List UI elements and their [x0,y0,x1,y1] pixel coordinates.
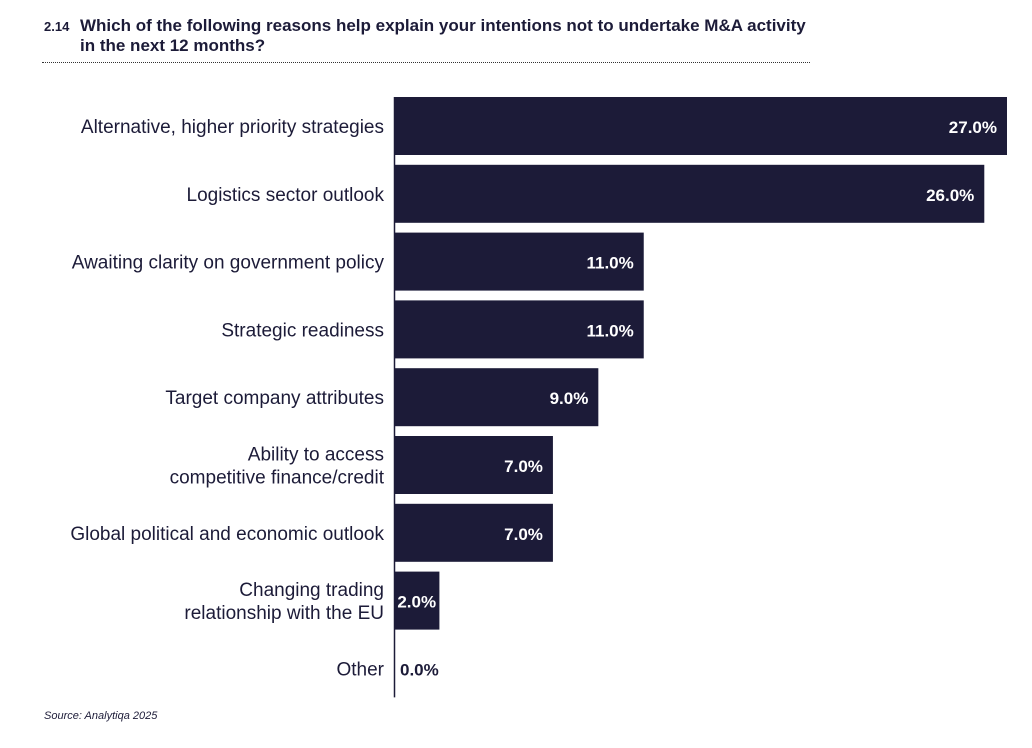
data-label: 2.0% [397,593,436,612]
category-label: Ability to access competitive finance/cre… [170,445,385,489]
category-label: Changing trading relationship with the EU [184,580,384,624]
category-label: Global political and economic outlook [70,524,384,545]
question-number: 2.14 [44,19,70,34]
source-note: Source: Analytiqa 2025 [44,710,158,722]
bar [394,503,553,562]
category-label: Awaiting clarity on government policy [72,253,385,274]
data-label: 27.0% [949,118,997,137]
data-label: 26.0% [926,186,974,205]
data-label: 11.0% [586,254,633,273]
bar [394,436,553,494]
data-label: 0.0% [400,660,439,679]
category-label: Other [336,659,384,680]
bar [394,97,1007,155]
category-label: Logistics sector outlook [187,185,385,206]
chart-title: 2.14 Which of the following reasons help… [44,16,824,56]
data-label: 7.0% [504,525,543,544]
data-label: 7.0% [504,457,543,476]
category-label: Target company attributes [165,388,384,409]
data-label: 9.0% [550,389,589,408]
data-label: 11.0% [586,321,633,340]
title-divider [42,62,810,63]
bar [394,232,644,291]
bar [394,368,599,427]
category-label: Alternative, higher priority strategies [81,117,384,138]
bar [394,300,644,359]
question-text: Which of the following reasons help expl… [80,16,806,55]
category-label: Strategic readiness [221,320,384,341]
bar [394,571,440,630]
bar [394,164,985,223]
